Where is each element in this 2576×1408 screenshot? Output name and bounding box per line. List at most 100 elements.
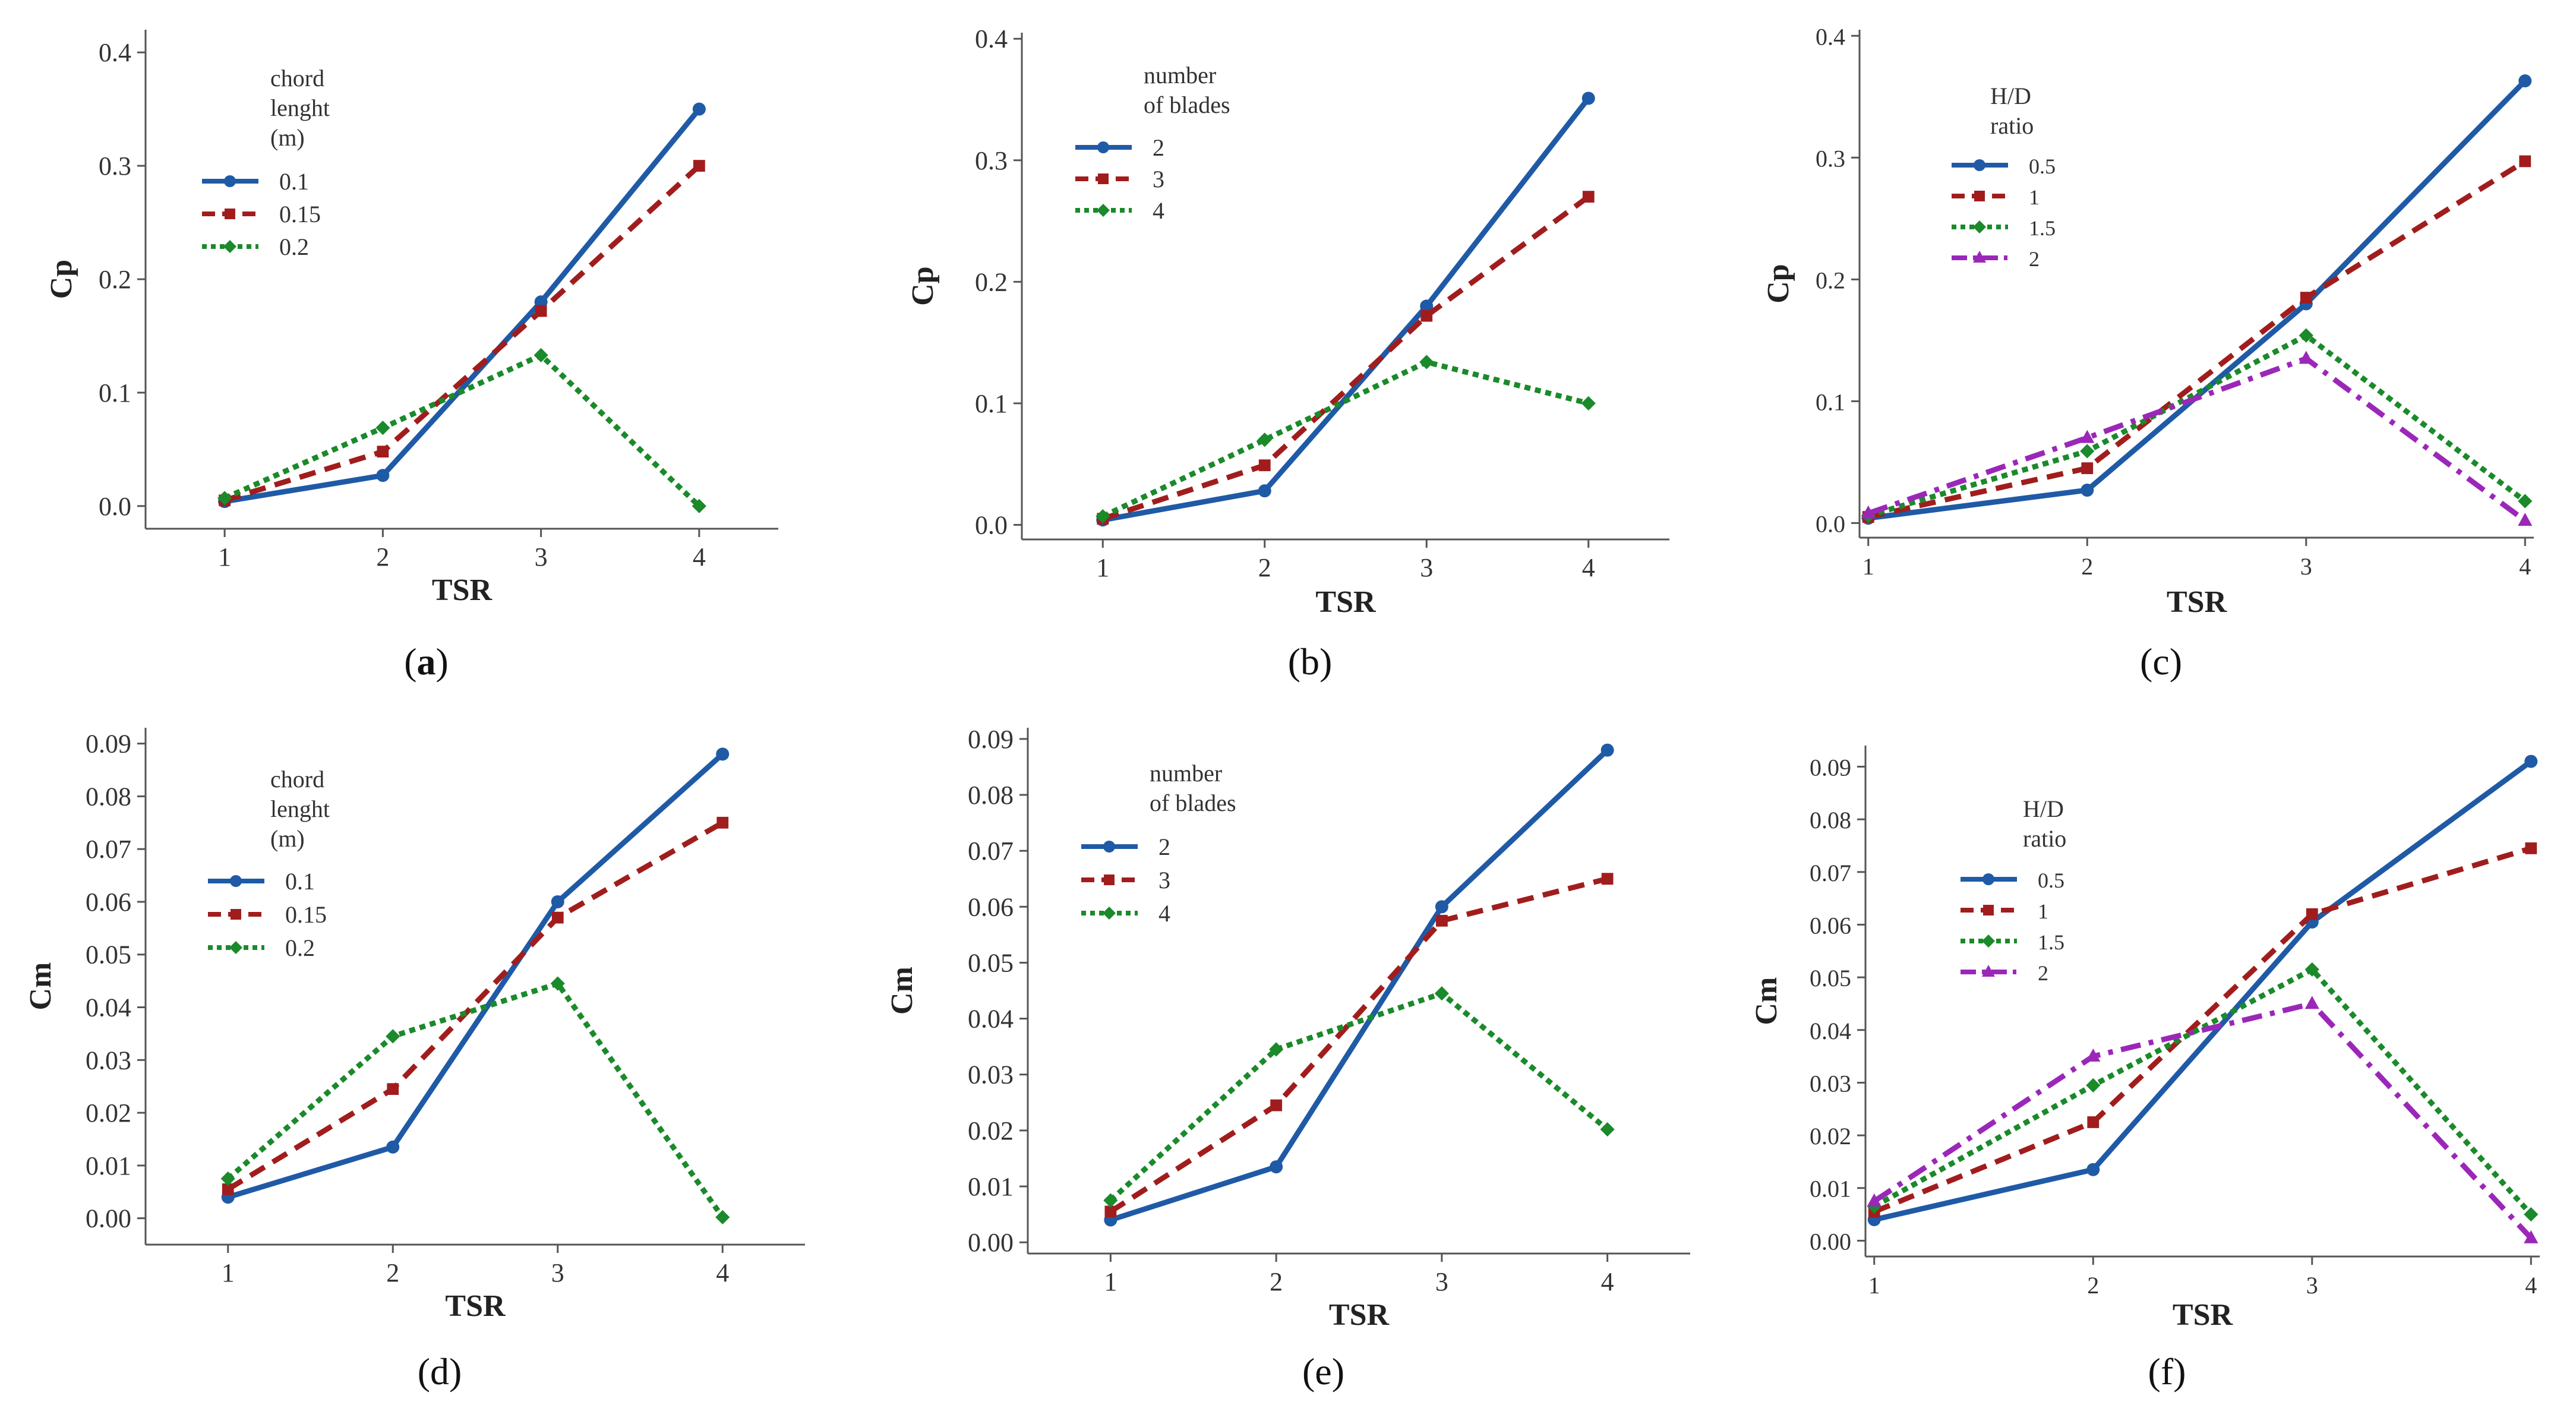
series-line-2 (1110, 748, 1609, 1223)
series-line-2 (1873, 1000, 2533, 1240)
legend-key-marker (223, 240, 236, 253)
legend-title-line: number (1144, 62, 1216, 89)
legend-label: 0.1 (279, 168, 309, 195)
y-tick-label: 0.05 (1810, 965, 1851, 992)
data-point (2306, 908, 2318, 920)
y-tick-label: 0.07 (968, 836, 1014, 866)
y-tick-label: 0.04 (86, 993, 131, 1022)
legend-title-line: ratio (2023, 825, 2066, 852)
data-point (693, 160, 705, 172)
data-point (1270, 1099, 1283, 1112)
y-tick-label: 0.07 (86, 835, 131, 864)
legend-label: 2 (1158, 834, 1170, 860)
y-axis-title: Cp (45, 260, 78, 299)
data-point (2304, 996, 2319, 1009)
data-point (533, 348, 548, 363)
legend: number of blades 2 3 4 (1081, 760, 1236, 927)
data-point (1581, 91, 1595, 105)
legend-key-marker (1098, 173, 1109, 184)
y-tick-label: 0.0 (975, 510, 1008, 539)
legend-title-line: chord (270, 65, 324, 91)
legend-key-marker (1097, 141, 1109, 153)
y-tick-label: 0.06 (86, 888, 131, 917)
data-point (2080, 430, 2095, 443)
data-point (2524, 1230, 2539, 1243)
legend-label: 1.5 (2038, 930, 2064, 954)
legend-title-line: H/D (2023, 795, 2064, 822)
data-point (2518, 74, 2532, 88)
series-line-0.15 (226, 820, 724, 1192)
panel-caption: (c) (2140, 640, 2182, 683)
y-tick-label: 0.2 (99, 265, 131, 294)
legend-key-marker (1973, 220, 1986, 233)
legend-key-marker (1982, 873, 1994, 885)
y-tick-label: 0.06 (1810, 912, 1851, 939)
y-tick-label: 0.03 (1810, 1070, 1851, 1097)
legend-label: 0.1 (285, 868, 315, 895)
panel-caption: (e) (1302, 1350, 1344, 1393)
legend-label: 3 (1158, 867, 1170, 894)
y-tick-label: 0.2 (975, 267, 1008, 296)
legend-key-marker (229, 941, 242, 954)
x-tick-label: 1 (218, 542, 231, 572)
legend-key-marker (1983, 905, 1994, 915)
x-tick-label: 4 (693, 542, 706, 572)
series-line-3 (1109, 876, 1608, 1214)
data-point (220, 1171, 235, 1186)
series-line-2 (1867, 356, 2527, 523)
x-tick-label: 4 (716, 1258, 729, 1287)
x-tick-label: 3 (551, 1258, 564, 1287)
legend-label: 0.15 (285, 901, 327, 928)
x-tick-label: 1 (1104, 1267, 1117, 1296)
y-axis-title: Cm (1750, 977, 1783, 1025)
series-line-0.5 (1873, 759, 2533, 1223)
legend-title-line: (m) (270, 825, 305, 852)
data-point (2086, 1048, 2101, 1062)
legend-title-line: H/D (1990, 83, 2031, 109)
series-line-0.5 (1868, 78, 2527, 521)
data-point (376, 469, 390, 482)
x-tick-label: 2 (376, 542, 389, 572)
series-line-4 (1101, 359, 1589, 519)
y-tick-label: 0.00 (1810, 1228, 1851, 1255)
data-point (2518, 494, 2533, 509)
data-point (375, 420, 390, 435)
legend-key-marker (1974, 191, 1985, 201)
x-tick-label: 3 (2306, 1272, 2318, 1299)
x-tick-label: 2 (386, 1258, 399, 1287)
data-point (2086, 1163, 2100, 1176)
y-tick-label: 0.02 (86, 1098, 131, 1128)
series-line-0.2 (223, 352, 701, 509)
panel-caption: (a) (404, 640, 449, 683)
series-line-4 (1109, 990, 1609, 1202)
y-tick-label: 0.00 (86, 1204, 131, 1233)
legend: H/D ratio 0.5 1 1.5 2 (1961, 795, 2066, 985)
y-tick-label: 0.06 (968, 892, 1014, 921)
series-line-1.5 (1867, 333, 2527, 519)
legend-label: 4 (1153, 197, 1164, 224)
data-point (1104, 1205, 1117, 1218)
data-point (222, 1183, 234, 1195)
data-point (1420, 299, 1434, 313)
y-axis-title: Cp (1761, 264, 1795, 303)
y-tick-label: 0.01 (968, 1172, 1014, 1201)
y-tick-label: 0.3 (99, 151, 131, 181)
legend-key-marker (1982, 935, 1995, 948)
y-tick-label: 0.04 (1810, 1018, 1851, 1044)
legend-label: 4 (1158, 900, 1170, 927)
data-point (1600, 743, 1614, 757)
series-line-1 (1867, 159, 2527, 520)
data-point (692, 498, 706, 513)
panel-caption: (b) (1288, 640, 1333, 683)
legend-label: 1.5 (2029, 216, 2056, 240)
legend-key-marker (1982, 965, 1995, 977)
x-axis-title: TSR (432, 573, 493, 607)
data-point (2304, 962, 2319, 977)
legend-label: 3 (1153, 166, 1164, 192)
data-point (1601, 873, 1614, 885)
data-point (551, 895, 564, 908)
legend-title-line: lenght (270, 94, 330, 121)
y-tick-label: 0.4 (975, 24, 1008, 53)
